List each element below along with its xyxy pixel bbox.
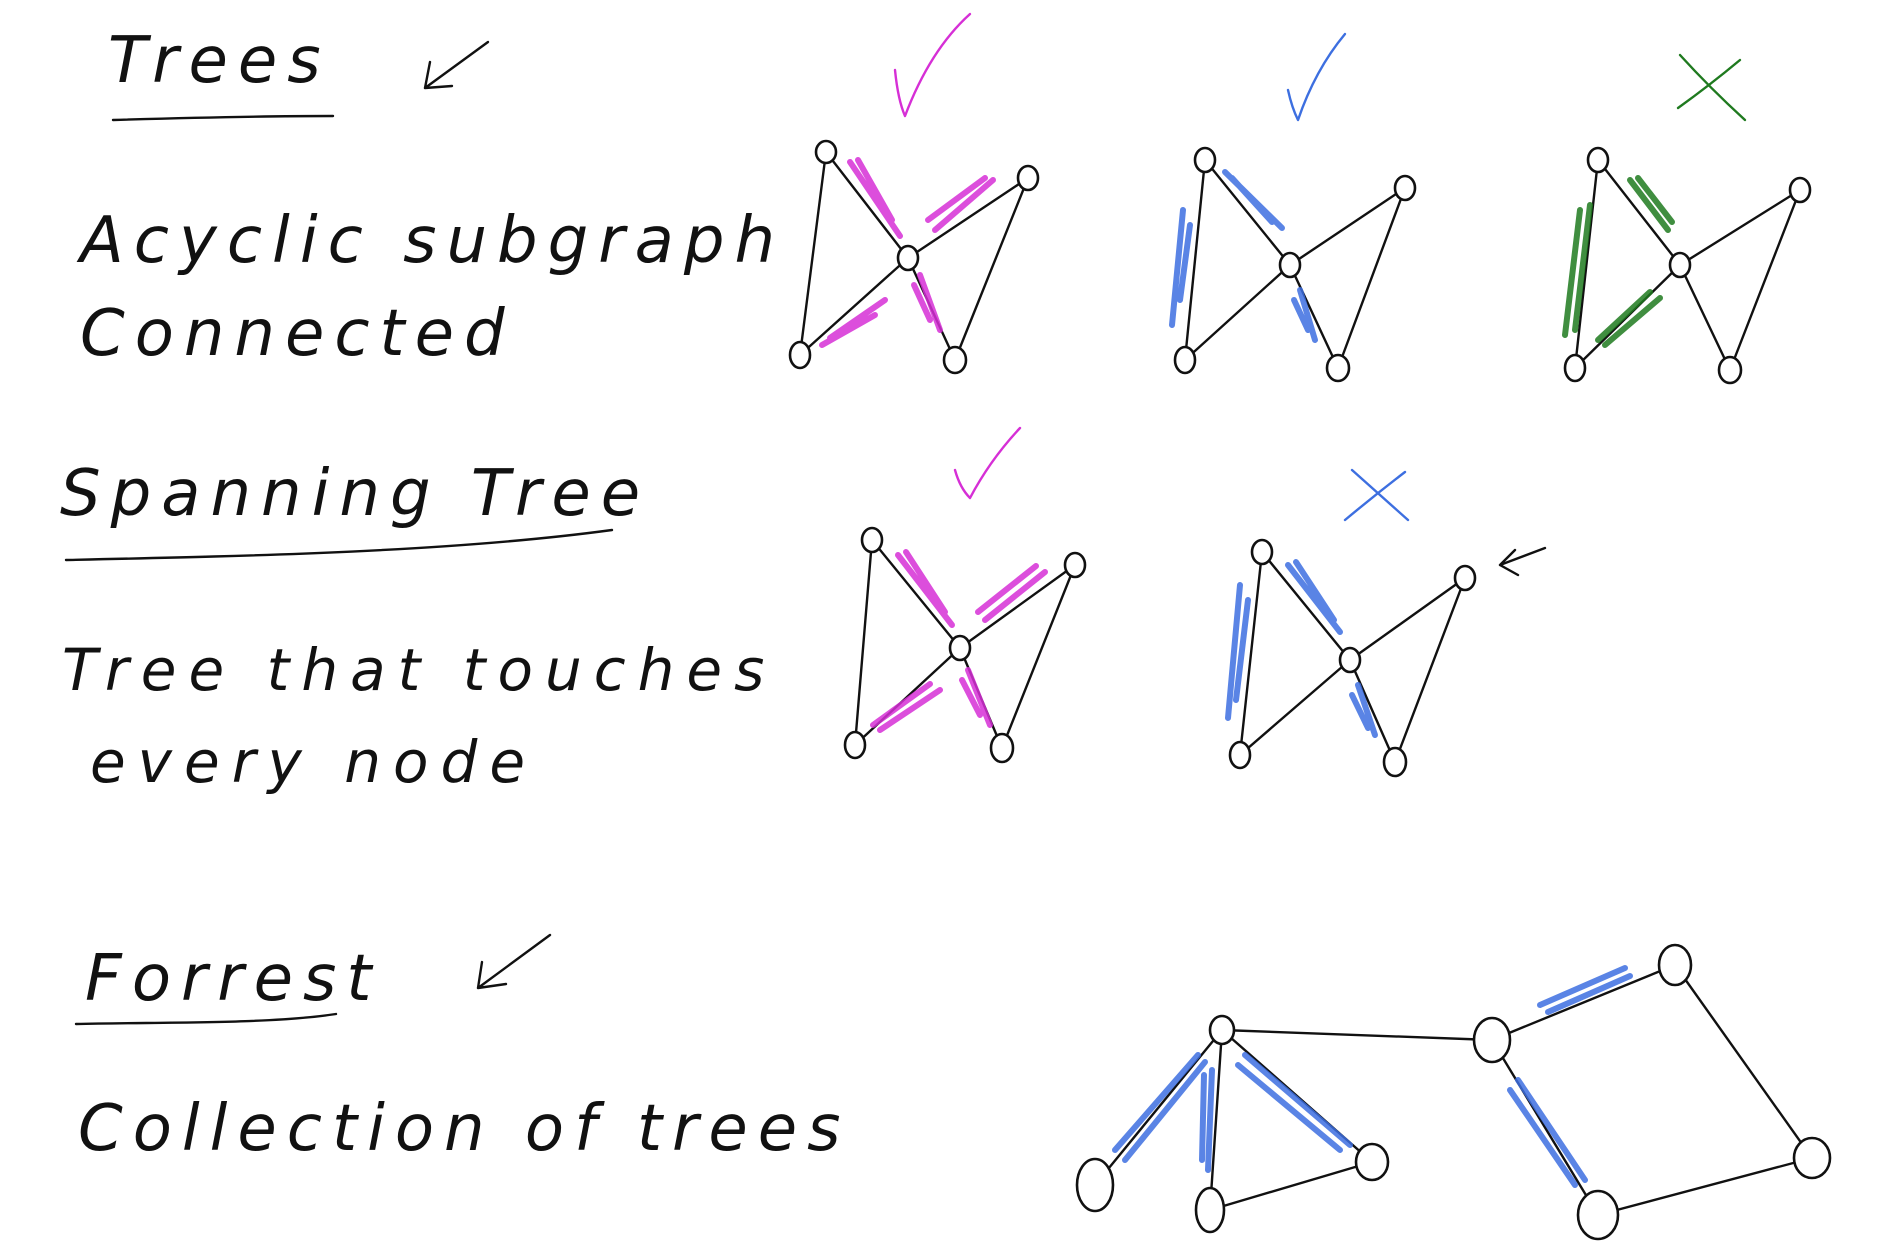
graph-node <box>860 526 884 554</box>
graph-node <box>1453 564 1477 592</box>
check-mark-icon <box>893 12 972 118</box>
graph-node <box>1563 353 1587 383</box>
arrow-icon <box>1498 546 1547 577</box>
spanning-definition-line1: Tree that touches <box>62 636 776 704</box>
forest-underline <box>74 1012 338 1026</box>
graph-example-3 <box>1562 53 1812 385</box>
graph-node <box>942 345 968 375</box>
spanning-tree-heading: Spanning Tree <box>60 457 650 531</box>
graph-node <box>1717 355 1743 385</box>
spanning-tree-underline <box>64 528 614 562</box>
graph-node <box>1075 1157 1115 1213</box>
graph-example-2 <box>1169 32 1417 383</box>
graph-node <box>1325 353 1351 383</box>
cross-mark-icon <box>1343 468 1410 522</box>
graph-node <box>814 139 838 165</box>
graph-node <box>843 730 867 760</box>
graph-node <box>1382 746 1408 778</box>
graph-node <box>1250 538 1274 566</box>
trees-definition-line1: Acyclic subgraph <box>76 204 785 278</box>
graph-node <box>1788 176 1812 204</box>
graph-node <box>1278 251 1302 279</box>
graph-node <box>1354 1142 1390 1182</box>
trees-definition-line2: Connected <box>80 297 515 371</box>
graph-node <box>1016 164 1040 192</box>
check-mark-icon <box>1286 32 1347 122</box>
graph-node <box>1063 551 1087 579</box>
graph-node <box>1792 1136 1832 1180</box>
trees-arrow-icon <box>423 40 490 90</box>
trees-heading: Trees <box>108 24 331 98</box>
graph-node <box>989 732 1015 764</box>
graph-node <box>1576 1189 1620 1241</box>
graph-example-4 <box>843 426 1087 764</box>
check-mark-icon <box>953 426 1022 500</box>
graph-node <box>1194 1186 1226 1234</box>
spanning-definition-line2: every node <box>90 728 537 796</box>
cross-mark-icon <box>1676 53 1747 122</box>
graph-node <box>1393 174 1417 202</box>
graph-node <box>1586 146 1610 174</box>
graph-node <box>788 340 812 370</box>
forest-arrow-icon <box>476 933 552 990</box>
trees-underline <box>111 114 335 122</box>
graph-node <box>1668 251 1692 279</box>
graph-node <box>1208 1014 1236 1046</box>
forest-definition: Collection of trees <box>78 1092 850 1166</box>
graph-node <box>1228 740 1252 770</box>
graph-example-5 <box>1225 468 1547 778</box>
graph-node <box>1472 1016 1512 1064</box>
forest-graph <box>1075 943 1832 1241</box>
graph-node <box>1173 345 1197 375</box>
forest-heading: Forrest <box>85 942 381 1016</box>
graph-node <box>1657 943 1693 987</box>
graph-example-1 <box>788 12 1040 375</box>
graph-node <box>1338 646 1362 674</box>
graph-node <box>896 244 920 272</box>
graph-node <box>948 634 972 662</box>
graph-node <box>1193 146 1217 174</box>
